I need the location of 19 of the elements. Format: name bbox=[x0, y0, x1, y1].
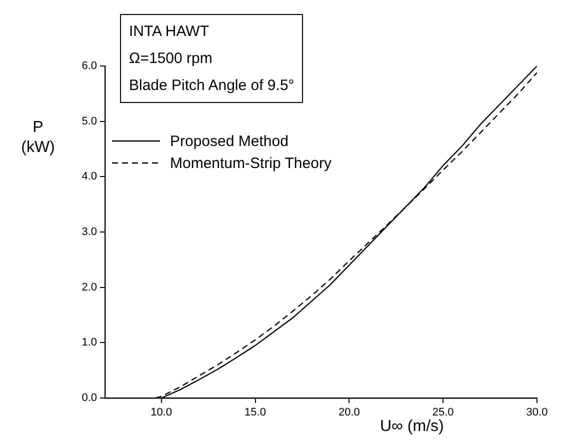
y-tick-label: 1.0 bbox=[82, 336, 97, 349]
y-axis-title: P (kW) bbox=[20, 118, 56, 158]
y-tick-label: 6.0 bbox=[82, 60, 97, 72]
y-tick-label: 0.0 bbox=[82, 392, 97, 404]
x-tick-label: 10.0 bbox=[150, 406, 172, 419]
annotation: Ω=1500 rpm bbox=[129, 49, 214, 69]
x-tick-label: 20.0 bbox=[338, 406, 360, 419]
y-tick-label: 4.0 bbox=[82, 170, 97, 183]
text: INTA HAWT bbox=[129, 22, 210, 42]
x-tick-label: 30.0 bbox=[526, 406, 548, 419]
x-tick-label: 25.0 bbox=[432, 406, 454, 419]
y-tick-label: 5.0 bbox=[82, 115, 97, 128]
y-tick-label: 2.0 bbox=[82, 281, 97, 294]
x-axis-title: U∞ (m/s) bbox=[380, 418, 444, 436]
x-tick-label: 15.0 bbox=[244, 406, 266, 419]
legend-label: Momentum-Strip Theory bbox=[170, 154, 332, 172]
annotation: Blade Pitch Angle of 9.5° bbox=[129, 76, 294, 96]
legend-label: Proposed Method bbox=[170, 132, 288, 150]
y-tick-label: 3.0 bbox=[82, 226, 97, 238]
